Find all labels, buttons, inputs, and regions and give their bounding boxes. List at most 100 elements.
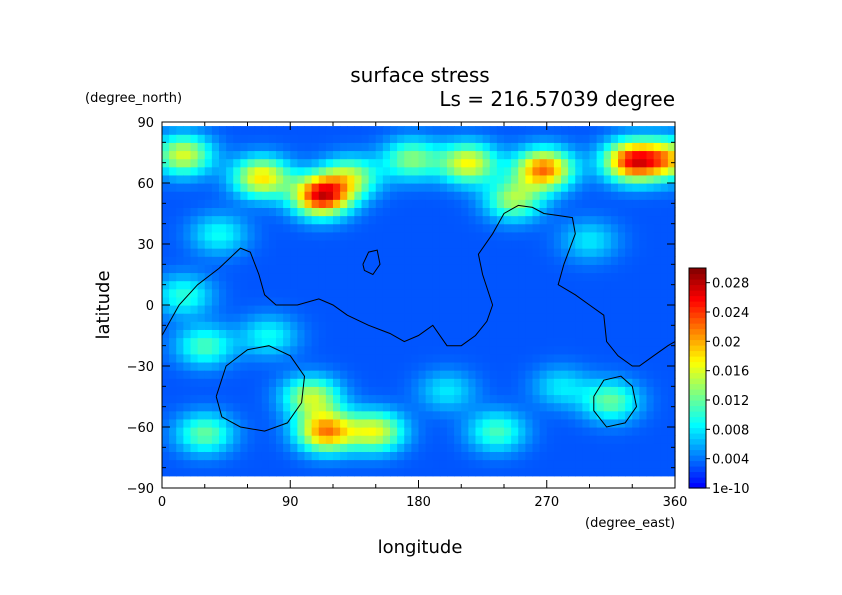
heatmap-cell (382, 134, 391, 143)
heatmap-cell (425, 207, 434, 217)
heatmap-cell (254, 158, 263, 168)
heatmap-cell (553, 402, 562, 412)
heatmap-cell (304, 150, 313, 160)
heatmap-cell (204, 337, 213, 347)
heatmap-cell (390, 134, 398, 143)
heatmap-cell (653, 321, 662, 330)
heatmap-cell (646, 402, 655, 412)
heatmap-cell (646, 272, 655, 282)
heatmap-cell (183, 459, 192, 469)
heatmap-cell (496, 142, 505, 152)
heatmap-cell (461, 345, 469, 355)
heatmap-cell (660, 418, 669, 428)
heatmap-cell (390, 321, 398, 330)
heatmap-cell (333, 353, 341, 363)
heatmap-cell (418, 443, 427, 452)
heatmap-cell (575, 199, 583, 208)
heatmap-cell (290, 288, 298, 298)
heatmap-cell (197, 288, 206, 298)
heatmap-cell (361, 329, 370, 339)
heatmap-cell (475, 231, 484, 241)
heatmap-cell (354, 215, 363, 225)
heatmap-cell (162, 329, 170, 339)
heatmap-cell (304, 353, 313, 363)
heatmap-cell (204, 467, 213, 477)
heatmap-cell (425, 467, 434, 477)
heatmap-cell (290, 394, 298, 404)
heatmap-cell (304, 215, 313, 225)
heatmap-cell (354, 370, 363, 379)
heatmap-cell (297, 272, 306, 282)
heatmap-cell (525, 337, 534, 347)
heatmap-cell (397, 248, 405, 257)
heatmap-cell (390, 215, 398, 225)
heatmap-cell (439, 264, 448, 274)
heatmap-cell (247, 418, 256, 428)
heatmap-cell (176, 288, 184, 298)
heatmap-cell (283, 435, 291, 444)
heatmap-cell (418, 337, 427, 347)
heatmap-cell (197, 134, 206, 143)
heatmap-cell (347, 386, 355, 396)
heatmap-cell (660, 394, 669, 404)
heatmap-cell (596, 345, 605, 355)
heatmap-cell (639, 134, 648, 143)
heatmap-cell (546, 126, 555, 135)
heatmap-cell (361, 239, 370, 249)
heatmap-cell (318, 370, 327, 379)
heatmap-cell (276, 394, 284, 404)
heatmap-cell (382, 451, 391, 461)
heatmap-cell (354, 166, 363, 176)
heatmap-cell (382, 142, 391, 152)
heatmap-cell (297, 427, 306, 436)
heatmap-cell (596, 435, 605, 444)
heatmap-cell (632, 345, 640, 355)
heatmap-cell (511, 256, 519, 265)
heatmap-cell (653, 345, 662, 355)
heatmap-cell (190, 467, 199, 477)
heatmap-cell (610, 467, 619, 477)
heatmap-cell (589, 353, 598, 363)
heatmap-cell (496, 418, 505, 428)
heatmap-cell (596, 142, 605, 152)
heatmap-cell (646, 166, 655, 176)
heatmap-cell (211, 248, 220, 257)
heatmap-cell (518, 166, 526, 176)
heatmap-cell (653, 215, 662, 225)
heatmap-cell (525, 321, 534, 330)
heatmap-cell (432, 418, 441, 428)
heatmap-cell (411, 199, 420, 208)
heatmap-cell (240, 386, 249, 396)
colorbar-swatch (689, 356, 706, 363)
heatmap-cell (354, 264, 363, 274)
heatmap-cell (568, 402, 576, 412)
heatmap-cell (340, 321, 348, 330)
heatmap-cell (646, 370, 655, 379)
heatmap-cell (261, 321, 270, 330)
heatmap-cell (546, 158, 555, 168)
heatmap-cell (447, 361, 455, 371)
heatmap-cell (532, 345, 541, 355)
heatmap-cell (290, 305, 298, 314)
heatmap-cell (496, 272, 505, 282)
heatmap-cell (660, 280, 669, 290)
heatmap-cell (454, 467, 462, 477)
heatmap-cell (276, 386, 284, 396)
heatmap-cell (268, 378, 277, 387)
heatmap-cell (325, 418, 334, 428)
heatmap-cell (461, 199, 469, 208)
heatmap-cell (404, 142, 412, 152)
heatmap-cell (418, 386, 427, 396)
heatmap-cell (454, 280, 462, 290)
colorbar-swatch (689, 394, 706, 401)
heatmap-cell (204, 264, 213, 274)
heatmap-cell (553, 248, 562, 257)
heatmap-cell (553, 191, 562, 200)
heatmap-cell (468, 150, 477, 160)
heatmap-cell (475, 435, 484, 444)
heatmap-cell (482, 378, 491, 387)
heatmap-cell (511, 215, 519, 225)
heatmap-cell (618, 158, 626, 168)
heatmap-cell (176, 337, 184, 347)
heatmap-cell (254, 264, 263, 274)
